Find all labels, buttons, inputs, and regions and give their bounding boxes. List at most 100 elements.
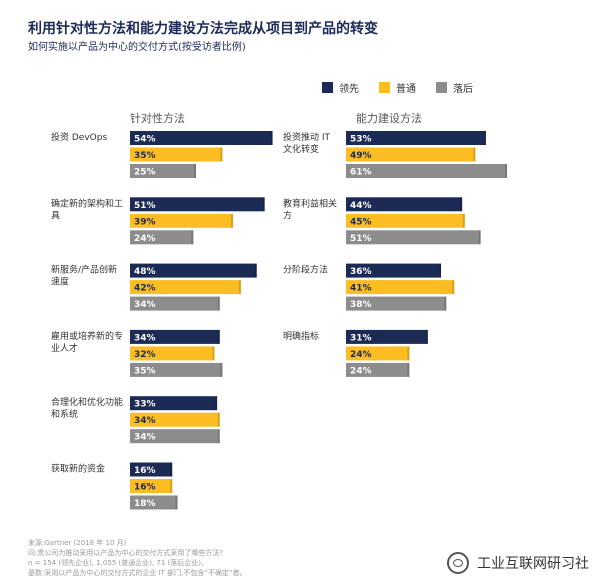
- bar-leader: [130, 197, 265, 212]
- data-label: 49%: [350, 151, 372, 161]
- watermark-text: 工业互联网研习社: [477, 556, 589, 572]
- bar-edge: [194, 164, 196, 178]
- bar-laggard: [346, 164, 508, 178]
- bar-edge: [175, 495, 178, 510]
- bar-leader: [346, 131, 486, 145]
- legend-item-average: 普通: [379, 80, 416, 95]
- note-line: 基数:采用以产品为中心的交付方式的企业 IT 部门,不包含“不确定”者。: [28, 569, 247, 577]
- data-label: 24%: [134, 234, 156, 244]
- legend: 领先 普通 落后: [322, 80, 473, 95]
- bar-leader: [130, 263, 257, 278]
- bar-average: [346, 147, 476, 162]
- data-label: 53%: [350, 135, 372, 145]
- data-label: 24%: [350, 350, 372, 360]
- bar-edge: [483, 131, 486, 145]
- bar-laggard: [130, 362, 223, 377]
- legend-label-average: 普通: [396, 84, 416, 95]
- bar-average: [130, 479, 173, 493]
- category-label: 合理化和优化功能和系统: [51, 396, 123, 420]
- bar-laggard: [130, 230, 194, 245]
- bar-edge: [439, 263, 442, 278]
- data-label: 34%: [134, 433, 156, 443]
- bar-average: [130, 280, 241, 295]
- data-label: 54%: [134, 135, 156, 145]
- data-label: 42%: [134, 284, 156, 294]
- data-label: 31%: [350, 333, 372, 343]
- bar-laggard: [130, 429, 220, 444]
- bar-edge: [238, 280, 241, 295]
- data-label: 16%: [134, 483, 156, 493]
- data-label: 61%: [350, 168, 372, 178]
- group-title-targeted: 针对性方法: [130, 112, 185, 125]
- bar-edge: [220, 362, 223, 377]
- bar-leader: [130, 396, 218, 411]
- bar-leader: [130, 462, 173, 477]
- data-label: 34%: [134, 416, 156, 426]
- bar-edge: [425, 329, 428, 344]
- legend-swatch-laggard: [436, 82, 447, 93]
- category-label: 分阶段方法: [283, 264, 328, 276]
- category-label: 获取新的资金: [51, 463, 105, 475]
- category-label: 新服务/产品创新速度: [51, 264, 117, 288]
- bar-edge: [505, 164, 508, 178]
- bar-leader: [346, 197, 463, 212]
- bar-edge: [473, 147, 476, 162]
- data-label: 25%: [134, 168, 156, 178]
- bar-average: [130, 147, 223, 162]
- data-label: 39%: [134, 217, 156, 227]
- bar-average: [130, 346, 215, 361]
- bar-edge: [444, 296, 447, 311]
- bar-edge: [460, 197, 463, 212]
- data-label: 51%: [134, 201, 156, 211]
- data-label: 51%: [350, 234, 372, 244]
- legend-item-leader: 领先: [322, 80, 359, 95]
- bar-average: [346, 280, 455, 295]
- bar-average: [346, 213, 465, 228]
- bar-edge: [215, 396, 218, 411]
- data-label: 16%: [134, 466, 156, 476]
- data-label: 24%: [350, 366, 372, 376]
- legend-item-laggard: 落后: [436, 80, 473, 95]
- data-label: 41%: [350, 284, 372, 294]
- bar-laggard: [130, 296, 220, 311]
- bar-edge: [220, 147, 223, 162]
- bar-edge: [170, 479, 173, 493]
- bar-edge: [217, 296, 220, 311]
- data-label: 44%: [350, 201, 372, 211]
- bar-edge: [191, 230, 194, 245]
- category-label: 投资 DevOps: [51, 131, 107, 143]
- bar-average: [130, 213, 233, 228]
- data-label: 34%: [134, 333, 156, 343]
- group-title-capability: 能力建设方法: [356, 112, 422, 125]
- bar-leader: [130, 329, 220, 344]
- bar-average: [346, 346, 410, 361]
- bar-edge: [462, 213, 465, 228]
- legend-swatch-average: [379, 82, 390, 93]
- bar-leader: [130, 131, 273, 145]
- bar-laggard: [346, 296, 447, 311]
- bar-edge: [217, 429, 220, 444]
- legend-swatch-leader: [322, 82, 333, 93]
- bar-edge: [452, 280, 455, 295]
- bar-edge: [262, 197, 265, 212]
- bar-leader: [346, 329, 428, 344]
- data-label: 33%: [134, 400, 156, 410]
- legend-label-leader: 领先: [339, 84, 359, 95]
- category-label: 教育利益相关方: [283, 197, 337, 221]
- bar-edge: [270, 131, 273, 145]
- data-label: 34%: [134, 300, 156, 310]
- data-label: 32%: [134, 350, 156, 360]
- wechat-icon: [447, 552, 469, 574]
- note-line: 来源:Gartner (2018 年 10 月): [28, 539, 127, 547]
- category-label: 投资推动 IT 文化转变: [283, 131, 333, 155]
- bar-edge: [170, 462, 173, 477]
- chart-title: 利用针对性方法和能力建设方法完成从项目到产品的转变: [28, 21, 378, 37]
- bar-edge: [212, 346, 215, 361]
- note-line: n = 154 (领先企业), 1,055 (普通企业), 71 (落后企业)。: [28, 559, 209, 567]
- bar-laggard: [346, 230, 481, 245]
- bar-edge: [407, 362, 410, 377]
- bar-average: [130, 412, 220, 427]
- bar-edge: [230, 213, 233, 228]
- data-label: 45%: [350, 217, 372, 227]
